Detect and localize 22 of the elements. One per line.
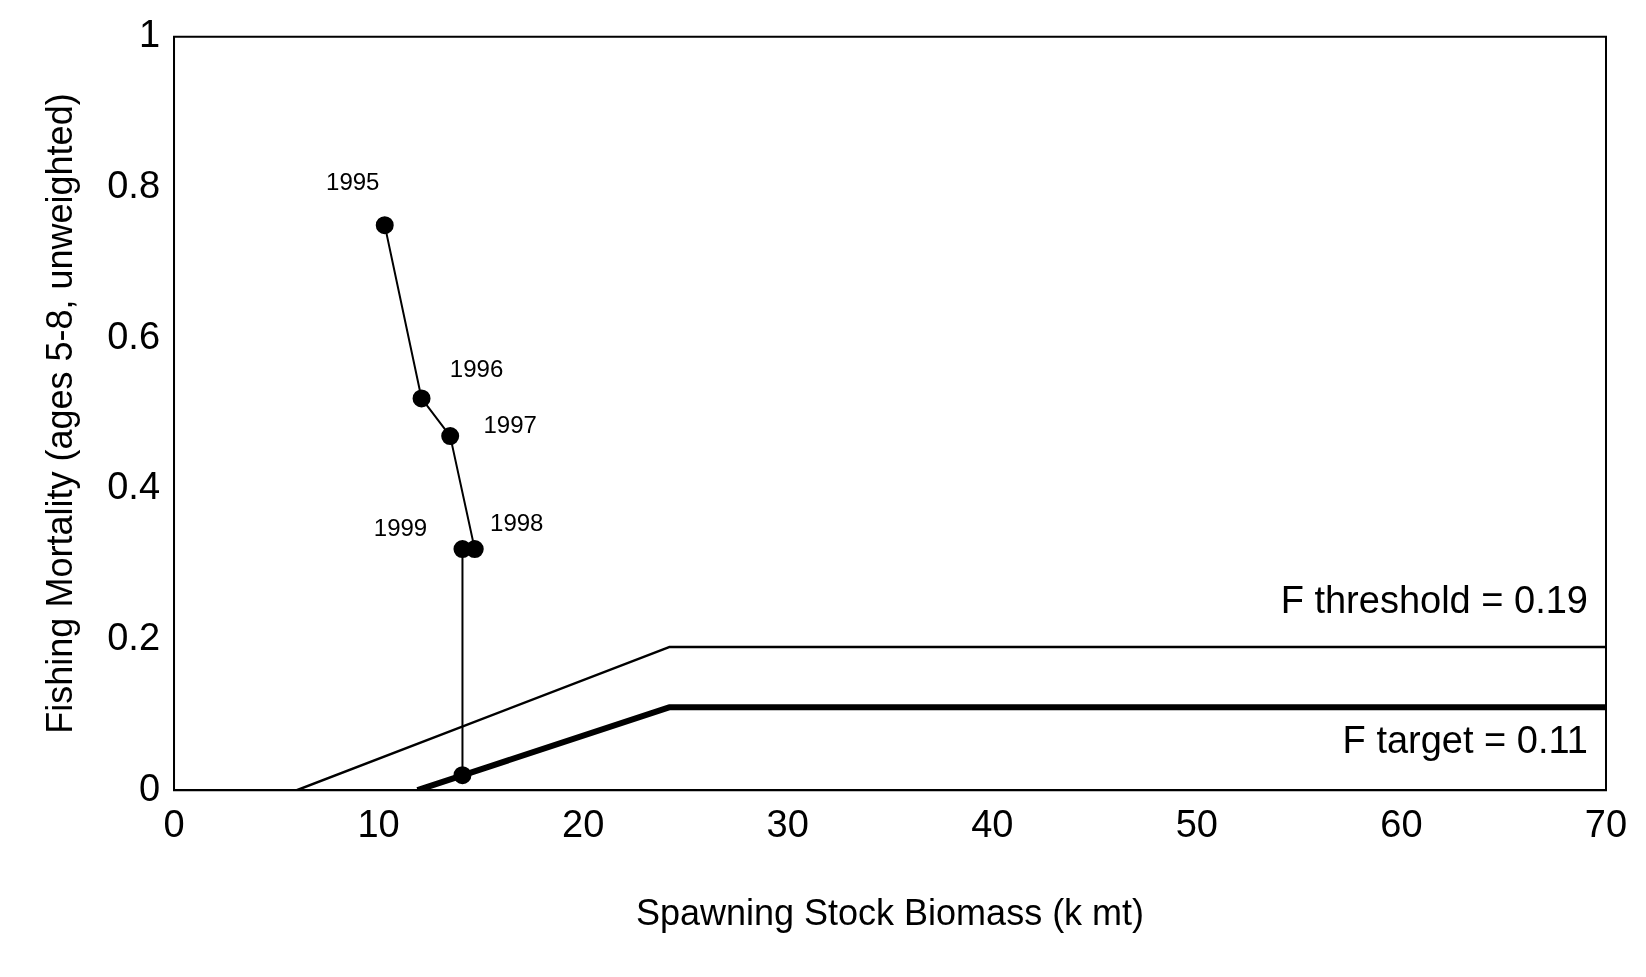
series-label: F threshold = 0.19 bbox=[1280, 578, 1588, 621]
x-tick-label: 10 bbox=[357, 803, 400, 846]
series-label: F target = 0.11 bbox=[1342, 718, 1588, 761]
y-tick-label: 0.2 bbox=[107, 616, 161, 658]
annotation: 1996 bbox=[449, 355, 504, 383]
annotation: 1999 bbox=[373, 513, 428, 541]
y-tick-label: 0.4 bbox=[107, 465, 161, 508]
y-tick-label: 0.6 bbox=[107, 314, 161, 357]
y-tick-label: 1 bbox=[138, 13, 161, 56]
x-tick-label: 20 bbox=[562, 803, 605, 846]
annotation: 1998 bbox=[490, 508, 544, 536]
y-tick-label: 0 bbox=[138, 766, 161, 809]
annotation: 1995 bbox=[326, 167, 380, 195]
x-axis-title: Spawning Stock Biomass (k mt) bbox=[635, 892, 1145, 934]
annotation: 1997 bbox=[483, 410, 537, 438]
x-tick-label: 50 bbox=[1175, 803, 1219, 846]
y-axis-title: Fishing Mortality (ages 5-8, unweighted) bbox=[38, 93, 80, 734]
x-tick-label: 60 bbox=[1380, 803, 1423, 846]
x-tick-label: 30 bbox=[766, 803, 809, 846]
y-tick-label: 0.8 bbox=[107, 163, 161, 206]
x-tick-label: 70 bbox=[1584, 803, 1628, 846]
x-tick-label: 40 bbox=[971, 803, 1014, 846]
